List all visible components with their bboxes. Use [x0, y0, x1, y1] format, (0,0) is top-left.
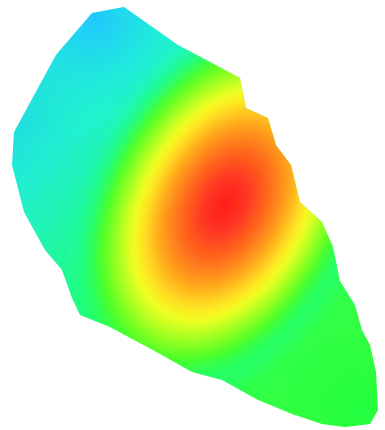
heatmap-figure [12, 7, 378, 427]
image-canvas [12, 7, 378, 427]
heat-core [12, 7, 378, 427]
heatmap-region [12, 7, 378, 427]
